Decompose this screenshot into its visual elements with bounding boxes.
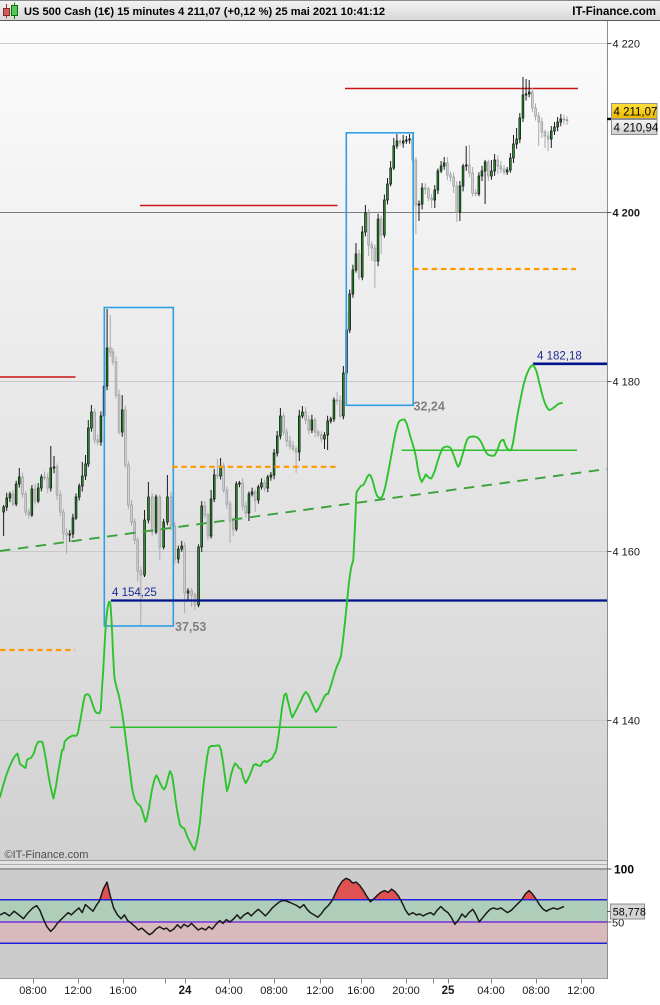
svg-text:08:00: 08:00	[19, 985, 47, 997]
svg-text:12:00: 12:00	[64, 985, 92, 997]
svg-text:04:00: 04:00	[477, 985, 505, 997]
svg-text:58,778: 58,778	[613, 907, 646, 919]
svg-text:16:00: 16:00	[109, 985, 137, 997]
svg-text:25: 25	[442, 985, 455, 997]
svg-text:37,53: 37,53	[175, 620, 206, 634]
svg-text:12:00: 12:00	[306, 985, 334, 997]
svg-text:08:00: 08:00	[522, 985, 550, 997]
svg-text:4 160: 4 160	[613, 547, 641, 559]
svg-text:IT-Finance.com: IT-Finance.com	[572, 6, 656, 18]
svg-text:08:00: 08:00	[260, 985, 288, 997]
svg-text:50: 50	[612, 918, 624, 930]
svg-text:24: 24	[179, 985, 192, 997]
svg-text:4 211,07: 4 211,07	[614, 107, 658, 119]
svg-text:4 220: 4 220	[613, 39, 641, 51]
svg-text:4 154,25: 4 154,25	[112, 587, 157, 599]
svg-text:4 200: 4 200	[613, 208, 641, 220]
svg-text:32,24: 32,24	[414, 400, 445, 414]
svg-text:US 500 Cash (1€) 15 minutes 4: US 500 Cash (1€) 15 minutes 4 211,07 (+0…	[24, 6, 385, 18]
svg-text:4 182,18: 4 182,18	[537, 351, 582, 363]
svg-text:20:00: 20:00	[392, 985, 420, 997]
svg-text:04:00: 04:00	[215, 985, 243, 997]
svg-text:©IT-Finance.com: ©IT-Finance.com	[5, 849, 89, 861]
svg-text:100: 100	[614, 863, 634, 877]
svg-text:4 180: 4 180	[613, 377, 641, 389]
svg-text:16:00: 16:00	[347, 985, 375, 997]
svg-text:4 140: 4 140	[613, 716, 641, 728]
svg-text:12:00: 12:00	[567, 985, 595, 997]
svg-text:4 210,94: 4 210,94	[614, 123, 659, 135]
